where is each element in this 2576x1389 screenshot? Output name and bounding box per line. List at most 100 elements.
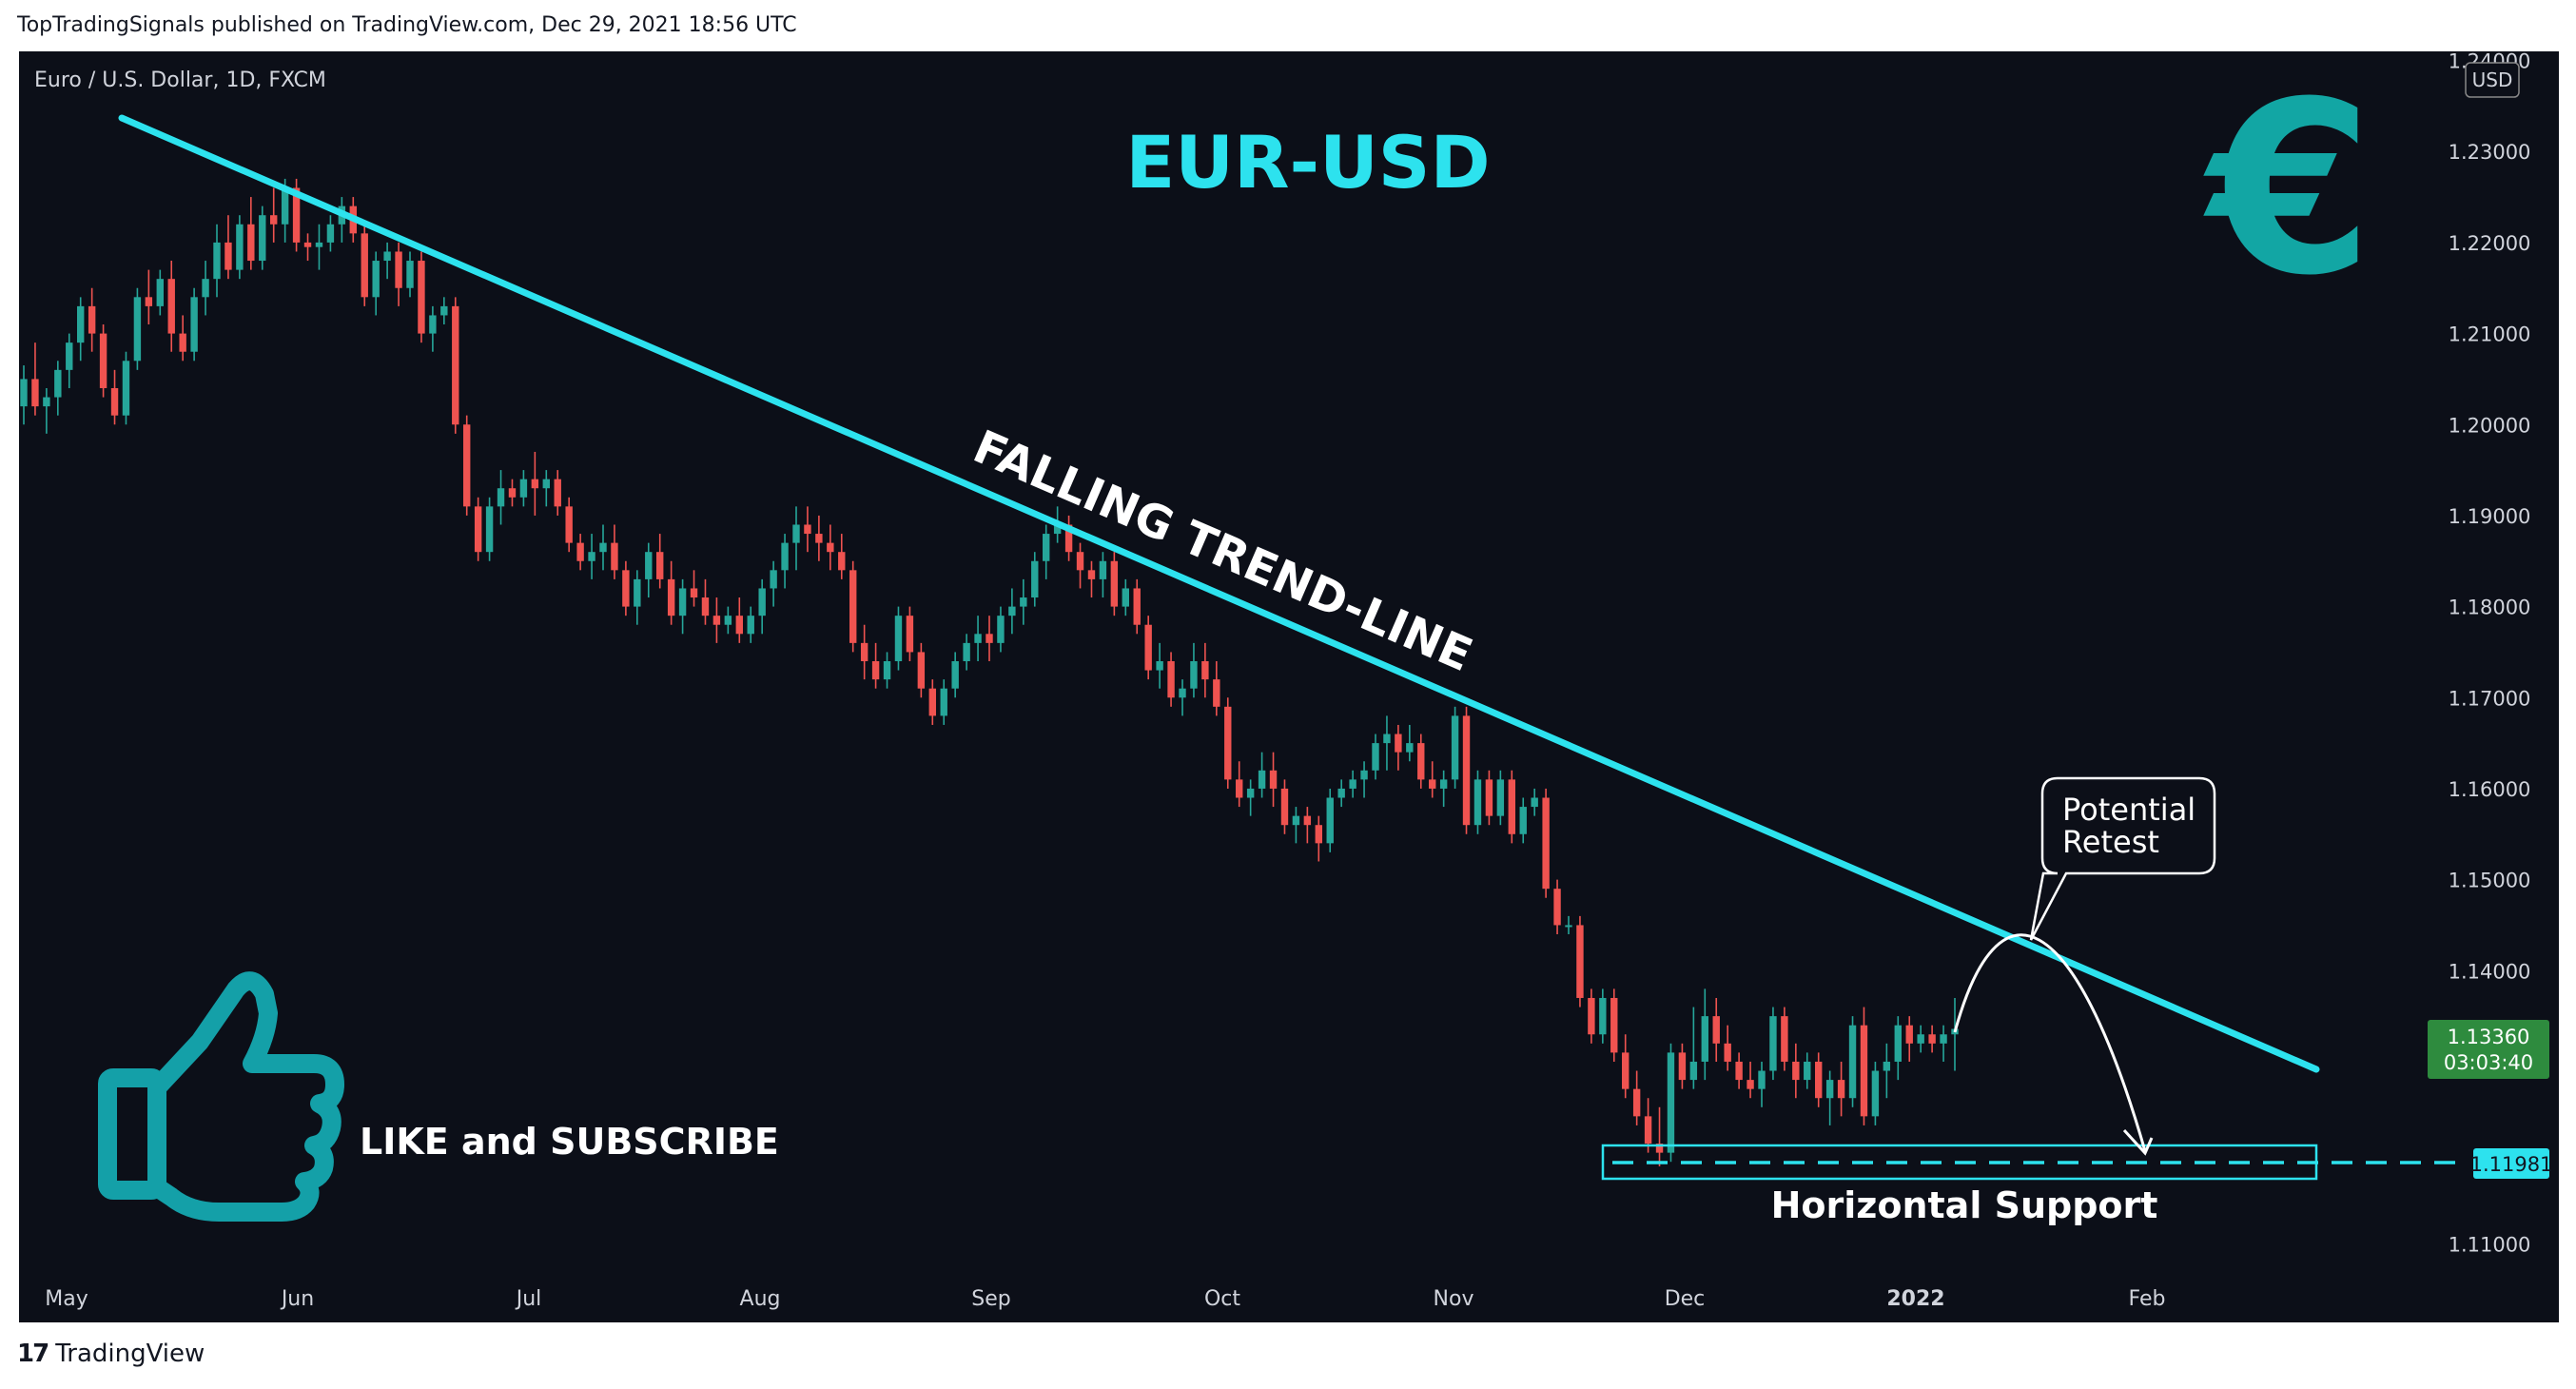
candle [1201,642,1209,698]
candle-body [1599,997,1607,1035]
candle-body [951,661,959,689]
candle-body [1553,889,1561,926]
candle [576,534,584,571]
candle [1928,1025,1936,1053]
candle [883,652,891,689]
price-axis: 1.240001.230001.220001.210001.200001.190… [2449,50,2531,1257]
candle [1236,761,1243,808]
candle [781,534,789,589]
candle [1383,715,1391,771]
candle-body [690,588,698,598]
candle [1315,815,1322,862]
candle-body [247,224,255,262]
candle-body [1337,788,1345,798]
candle-body [270,215,278,225]
candle [1008,588,1016,635]
footer-brand[interactable]: 17 TradingView [17,1340,205,1368]
candle-body [1224,706,1232,780]
candle [452,297,459,434]
candle [440,297,448,325]
candle [917,642,926,698]
candle [145,269,153,325]
candle-body [1020,597,1027,607]
candle [1110,552,1119,616]
symbol-label[interactable]: Euro / U.S. Dollar, 1D, FXCM [34,68,326,92]
candle-body [224,242,232,270]
candle-body [1167,661,1175,698]
candle-body [202,279,209,298]
candle-body [236,224,244,270]
price-tick-4: 1.20000 [2449,414,2531,437]
price-tick-5: 1.19000 [2449,505,2531,528]
candle [611,524,618,579]
candle-body [281,187,289,225]
candle-body [792,524,800,543]
candle [1303,807,1312,844]
candle-body [1031,560,1039,598]
candle [66,333,73,388]
candle [156,269,164,316]
candle-body [1894,1025,1902,1062]
candle-body [213,242,221,280]
publish-info: TopTradingSignals published on TradingVi… [17,13,797,37]
candle-body [1043,534,1050,561]
candle-body [1292,815,1300,826]
candle [1837,1061,1845,1117]
candle-body [963,642,970,661]
candle [1485,770,1493,826]
candle [463,415,471,516]
candle [1496,770,1505,826]
retest-arrowhead [2122,1128,2154,1156]
candle-body [1678,1052,1687,1081]
candle-body [1724,1043,1731,1062]
candle [792,506,800,571]
candle [1599,988,1607,1044]
candle-body [1565,925,1572,928]
candle [1917,1025,1924,1053]
candle-body [66,342,73,370]
candle [678,578,687,635]
candle [31,342,39,416]
candle-body [565,506,573,543]
candle [1825,1070,1834,1125]
candle-body [1201,661,1209,680]
price-chart[interactable]: 1.240001.230001.220001.210001.200001.190… [0,0,2576,1332]
candle [1632,1070,1641,1125]
candle [1747,1061,1754,1099]
currency-tag[interactable]: USD [2472,68,2513,91]
candle-body [883,661,891,680]
candle [1462,706,1471,834]
candle [815,515,823,561]
candle [997,606,1005,653]
candle [1144,616,1152,680]
candle [20,365,28,425]
falling-trendline[interactable] [118,114,2320,1073]
candle-body [622,570,630,607]
candle-body [440,305,448,316]
candle [724,606,732,635]
candle [1156,642,1163,689]
candle [1815,1052,1823,1107]
candle [690,570,698,607]
candle [1179,679,1186,716]
candle-body [292,187,301,243]
candle-body [1496,779,1505,816]
candles-layer [20,178,1959,1166]
candle [1644,1098,1652,1153]
promo-text[interactable]: LIKE and SUBSCRIBE [360,1121,779,1163]
time-tick-8: 2022 [1886,1287,1944,1311]
candle-body [1110,560,1119,607]
candle [1473,770,1482,834]
price-tick-11: 1.11000 [2449,1233,2531,1256]
candle [1701,988,1708,1081]
candle [1326,788,1334,852]
candle [1190,642,1198,698]
candle-body [1439,779,1448,789]
price-tick-10: 1.14000 [2449,960,2531,983]
candle [1804,1052,1811,1089]
candle-body [667,578,675,616]
candle [1905,1016,1913,1062]
candle [1429,761,1436,798]
candle-body [1837,1080,1845,1099]
callout-line-2: Retest [2062,824,2159,860]
